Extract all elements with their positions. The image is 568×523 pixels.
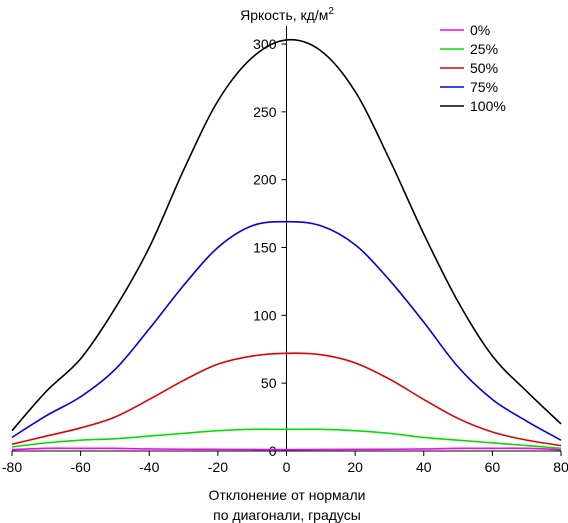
x-tick-label: -20 bbox=[208, 459, 228, 475]
y-tick-label: 100 bbox=[253, 307, 277, 323]
x-axis-title-line1: Отклонение от нормали bbox=[209, 487, 366, 503]
x-ticks: -80 -60 -40 -20 0 20 40 60 80 bbox=[2, 451, 568, 475]
x-tick-label: 60 bbox=[485, 459, 501, 475]
y-axis-title: Яркость, кд/м2 bbox=[240, 6, 334, 23]
legend-label: 100% bbox=[470, 98, 506, 114]
series-line-75pct bbox=[11, 220, 562, 441]
series-line-25pct bbox=[11, 428, 562, 450]
x-tick-label: 0 bbox=[283, 459, 291, 475]
legend-item: 75% bbox=[440, 79, 498, 95]
series-line-0pct bbox=[11, 447, 562, 451]
x-tick-label: 40 bbox=[416, 459, 432, 475]
x-tick-label: 20 bbox=[347, 459, 363, 475]
y-tick-label: 150 bbox=[253, 240, 277, 256]
legend-item: 50% bbox=[440, 60, 498, 76]
y-tick-label: 50 bbox=[261, 375, 277, 391]
y-ticks: 0 50 100 150 200 250 300 bbox=[253, 36, 287, 459]
series-line-100pct bbox=[11, 38, 562, 432]
x-tick-label: 80 bbox=[553, 459, 568, 475]
legend-label: 50% bbox=[470, 60, 498, 76]
legend-label: 0% bbox=[470, 22, 490, 38]
legend-item: 0% bbox=[440, 22, 490, 38]
legend-item: 25% bbox=[440, 41, 498, 57]
x-tick-label: -80 bbox=[2, 459, 22, 475]
legend-item: 100% bbox=[440, 98, 506, 114]
y-tick-label: 300 bbox=[253, 36, 277, 52]
x-tick-label: -40 bbox=[139, 459, 159, 475]
series-lines bbox=[11, 38, 562, 451]
x-axis-title-line2: по диагонали, градусы bbox=[213, 507, 361, 523]
y-tick-label: 0 bbox=[269, 443, 277, 459]
x-tick-label: -60 bbox=[71, 459, 91, 475]
legend-label: 25% bbox=[470, 41, 498, 57]
series-line-50pct bbox=[11, 352, 562, 447]
y-tick-label: 200 bbox=[253, 172, 277, 188]
legend-label: 75% bbox=[470, 79, 498, 95]
y-tick-label: 250 bbox=[253, 104, 277, 120]
legend: 0% 25% 50% 75% 100% bbox=[440, 22, 506, 114]
